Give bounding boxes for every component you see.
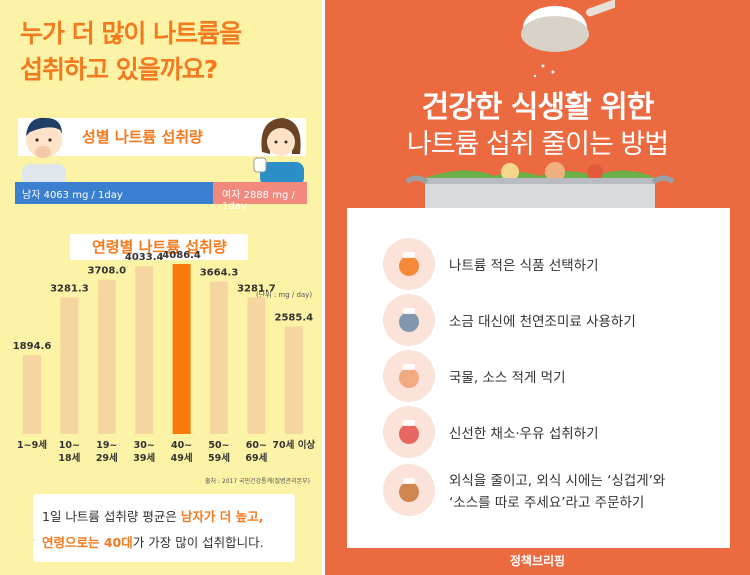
tip-text-line1: 외식을 줄이고, 외식 시에는 ‘싱겁게’와: [449, 473, 666, 489]
age-bar-value-label-6: 3281.7: [237, 283, 276, 294]
burger-cola-icon: [383, 464, 435, 516]
right-title-line1: 건강한 식생활 위한: [421, 90, 655, 125]
summary-line1: 1일 나트륨 섭취량 평균은 남자가 더 높고,: [42, 506, 263, 525]
age-bar-value-label-1: 3281.3: [50, 283, 89, 294]
female-person-icon: [253, 118, 304, 184]
tip-item-2: 국물, 소스 적게 먹기: [449, 370, 566, 386]
gender-section-title: 성별 나트륨 섭취량: [82, 128, 203, 146]
brand-logo: 정책브리핑: [509, 554, 566, 568]
age-bar-value-label-3: 4033.4: [125, 252, 164, 263]
sodium-intake-infographic: 누가 더 많이 나트륨을 섭취하고 있을까요? 성별 나트륨 섭취량 남자 40…: [0, 0, 322, 575]
age-bar-chart: 1894.6 1~9세 3281.3 10~18세 3708.0 19~29세 4033.4…: [13, 250, 316, 464]
summary-line2-text: 가 가장 많이 섭취합니다.: [132, 535, 264, 550]
male-intake-label: 남자 4063 mg / 1day: [22, 190, 123, 201]
age-tick-label-5-0: 50~: [208, 440, 229, 451]
tip-item-3: 신선한 채소·우유 섭취하기: [449, 426, 599, 442]
male-intake-bar: [15, 182, 213, 204]
age-tick-label-4-1: 49세: [171, 452, 193, 464]
age-bar-value-label-4: 4086.4: [162, 250, 201, 261]
summary-line1-text: 1일 나트륨 섭취량 평균은: [42, 509, 181, 524]
age-tick-label-2-1: 29세: [96, 452, 118, 464]
fish-mushroom-icon: [383, 294, 435, 346]
salt-shaker-icon: [383, 238, 435, 290]
age-bar-4: [172, 264, 191, 434]
age-tick-label-3-0: 30~: [134, 440, 155, 451]
left-title-line1: 누가 더 많이 나트륨을: [20, 19, 242, 48]
vegetables-milk-icon: [383, 406, 435, 458]
summary-line1-highlight: 남자가 더 높고,: [180, 509, 264, 524]
age-section-band: [70, 234, 248, 260]
female-intake-label: 여자 2888 mg / 1day: [222, 190, 295, 212]
tip-item-1: 소금 대신에 천연조미료 사용하기: [449, 314, 636, 330]
age-tick-label-6-1: 69세: [245, 452, 267, 464]
salt-spoon-icon: [521, 0, 615, 78]
age-bar-3: [135, 266, 154, 434]
age-bar-value-label-2: 3708.0: [88, 266, 127, 277]
right-title-line2: 나트륨 섭취 줄이는 방법: [406, 129, 669, 160]
age-tick-label-3-1: 39세: [133, 452, 155, 464]
age-tick-label-4-0: 40~: [171, 440, 192, 451]
summary-line2: 연령으로는 40대가 가장 많이 섭취합니다.: [42, 532, 264, 551]
age-tick-label-2-0: 19~: [96, 440, 117, 451]
gender-section-band: [18, 118, 306, 156]
age-tick-label-1-1: 18세: [58, 452, 80, 464]
age-bar-1: [60, 297, 79, 434]
age-bar-7: [284, 326, 303, 434]
tip-item-0: 나트륨 적은 식품 선택하기: [449, 258, 599, 274]
soup-spoon-icon: [383, 350, 435, 402]
summary-box: [33, 494, 295, 562]
age-tick-label-1-0: 10~: [59, 440, 80, 451]
source-note: 출처 : 2017 국민건강통계(질병관리본부): [205, 478, 310, 485]
age-tick-label-7-0: 70세 이상: [272, 439, 315, 451]
male-person-icon: [22, 117, 66, 184]
summary-line2-highlight: 연령으로는 40대: [42, 535, 133, 550]
tip-item-4: 외식을 줄이고, 외식 시에는 ‘싱겁게’와 ‘소스를 따로 주세요’라고 주문하…: [449, 470, 665, 514]
age-tick-label-0-0: 1~9세: [17, 439, 47, 451]
age-bar-2: [97, 279, 116, 434]
age-section-title: 연령별 나트륨 섭취량: [92, 238, 227, 256]
age-tick-label-6-0: 60~: [246, 440, 267, 451]
age-bar-value-label-7: 2585.4: [275, 312, 314, 323]
age-bar-value-label-0: 1894.6: [13, 341, 52, 352]
left-title-line2: 섭취하고 있을까요?: [20, 55, 218, 84]
tip-text-line2: ‘소스를 따로 주세요’라고 주문하기: [449, 495, 645, 511]
cooking-pot-icon: [405, 162, 675, 212]
female-intake-bar: [213, 182, 307, 204]
age-bar-5: [210, 281, 228, 434]
age-tick-label-5-1: 59세: [208, 452, 230, 464]
age-bar-0: [23, 355, 41, 434]
unit-note: (단위 : mg / day): [256, 291, 313, 299]
age-bar-value-label-5: 3664.3: [200, 268, 239, 279]
age-bar-6: [247, 297, 266, 434]
